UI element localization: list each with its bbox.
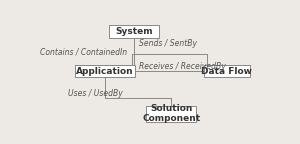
Text: Sends / SentBy: Sends / SentBy bbox=[139, 39, 196, 48]
FancyBboxPatch shape bbox=[146, 106, 196, 122]
FancyBboxPatch shape bbox=[75, 65, 135, 77]
Text: Contains / ContainedIn: Contains / ContainedIn bbox=[40, 48, 127, 57]
Text: System: System bbox=[115, 27, 153, 36]
Text: Receives / ReceivedBy: Receives / ReceivedBy bbox=[139, 62, 225, 71]
FancyBboxPatch shape bbox=[204, 65, 250, 77]
Text: Uses / UsedBy: Uses / UsedBy bbox=[68, 89, 122, 98]
Text: Application: Application bbox=[76, 67, 134, 76]
FancyBboxPatch shape bbox=[109, 25, 159, 38]
Text: Data Flow: Data Flow bbox=[202, 67, 253, 76]
Text: Solution
Component: Solution Component bbox=[142, 104, 200, 123]
